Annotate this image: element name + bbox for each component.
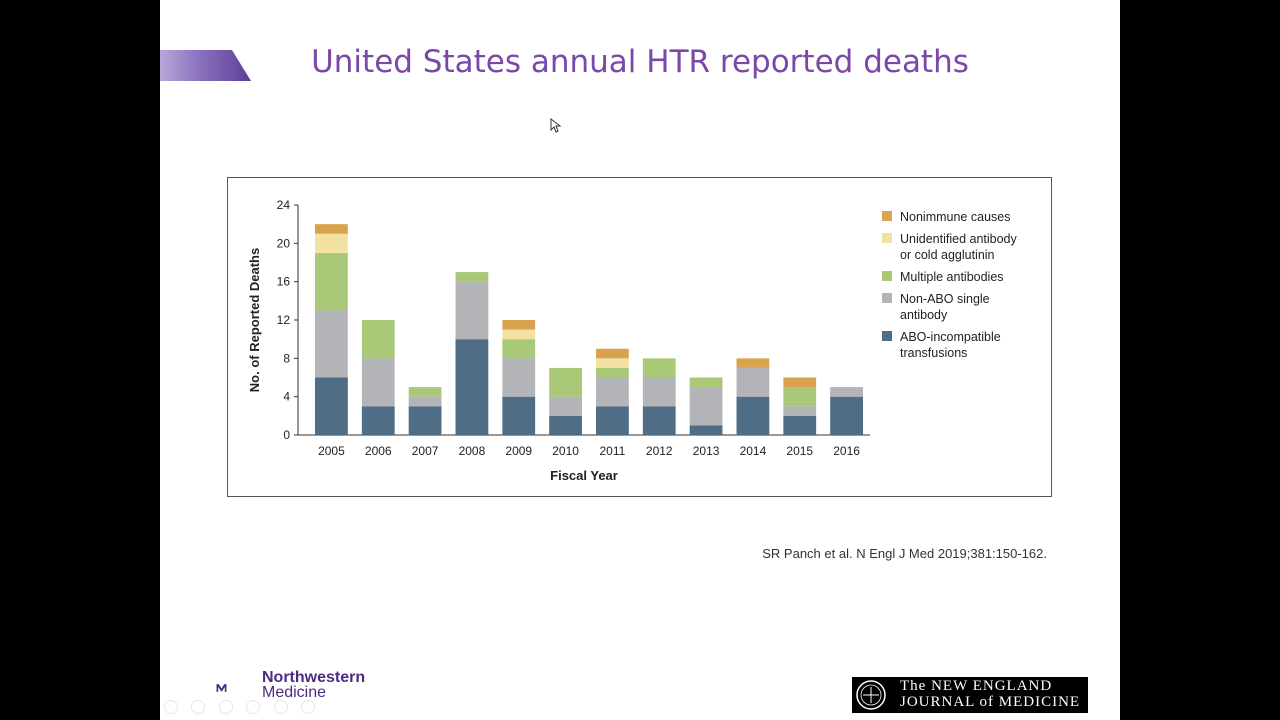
bar-segment <box>549 367 582 397</box>
bar-segment <box>315 310 348 378</box>
bar-segment <box>502 339 536 359</box>
bar-segment <box>830 387 863 397</box>
bar-segment <box>689 425 723 435</box>
bar-segment <box>642 358 676 378</box>
slide-toolbar <box>164 700 324 714</box>
legend-label: transfusions <box>900 346 967 360</box>
bar-segment <box>502 396 536 435</box>
legend-label: Unidentified antibody <box>900 232 1017 246</box>
bar-segment <box>596 358 629 368</box>
bar-segment <box>783 415 817 435</box>
northwestern-logo-line1: Northwestern <box>262 669 366 686</box>
bar-segment <box>783 406 817 416</box>
bar-segment <box>315 377 348 435</box>
zoom-icon[interactable] <box>273 700 288 714</box>
x-tick-label: 2016 <box>833 444 860 458</box>
legend-label: Non-ABO single <box>900 292 990 306</box>
bar-segment <box>783 377 817 388</box>
bar-segment <box>596 377 629 407</box>
bar-segment <box>830 396 863 435</box>
legend-label: Multiple antibodies <box>900 270 1004 284</box>
x-tick-label: 2014 <box>740 444 767 458</box>
northwestern-logo-line2: Medicine <box>262 684 327 701</box>
bar-segment <box>408 387 442 397</box>
legend-swatch <box>882 211 892 221</box>
bar-segment <box>549 396 582 416</box>
bar-segment <box>736 358 770 368</box>
x-tick-label: 2007 <box>412 444 439 458</box>
legend-label: or cold agglutinin <box>900 248 995 262</box>
bar-segment <box>642 406 676 435</box>
y-tick-label: 0 <box>283 428 290 442</box>
bar-segment <box>408 406 442 435</box>
x-tick-label: 2012 <box>646 444 673 458</box>
more-options-icon[interactable] <box>301 700 316 714</box>
x-tick-label: 2008 <box>459 444 486 458</box>
bar-segment <box>736 367 770 397</box>
next-slide-icon[interactable] <box>191 700 206 714</box>
x-tick-label: 2013 <box>693 444 720 458</box>
nejm-logo: The NEW ENGLAND JOURNAL of MEDICINE <box>852 677 1088 713</box>
legend-swatch <box>882 233 892 243</box>
x-tick-label: 2015 <box>786 444 813 458</box>
bar-segment <box>502 358 536 397</box>
bar-segment <box>455 339 489 435</box>
legend-swatch <box>882 331 892 341</box>
bar-segment <box>596 367 629 378</box>
bar-segment <box>502 320 536 330</box>
northwestern-medicine-logo: Northwestern Medicine <box>262 669 366 701</box>
bar-segment <box>315 224 348 234</box>
y-tick-label: 8 <box>283 351 290 365</box>
bar-segment <box>315 252 348 311</box>
y-tick-label: 24 <box>277 198 291 212</box>
x-tick-label: 2005 <box>318 444 345 458</box>
legend-swatch <box>882 271 892 281</box>
y-tick-label: 12 <box>277 313 291 327</box>
x-tick-label: 2006 <box>365 444 392 458</box>
x-axis-label: Fiscal Year <box>550 468 618 483</box>
bar-segment <box>455 272 489 282</box>
bar-segment <box>361 406 395 435</box>
bar-segment <box>315 233 348 253</box>
x-tick-label: 2011 <box>600 444 626 458</box>
pen-icon[interactable] <box>218 700 233 714</box>
x-tick-label: 2010 <box>552 444 579 458</box>
mouse-cursor-icon <box>550 118 562 133</box>
bar-segment <box>361 320 395 359</box>
bar-segment <box>689 377 723 388</box>
stacked-bar-chart: 0 4 8 12 16 20 24 2005 2006 2007 2008 2009 2010 2011 2… <box>247 198 1017 483</box>
legend-label: ABO-incompatible <box>900 330 1001 344</box>
bar-segment <box>361 358 395 407</box>
nejm-logo-line1: The NEW ENGLAND <box>900 678 1053 694</box>
slides-grid-icon[interactable] <box>246 700 261 714</box>
citation: SR Panch et al. N Engl J Med 2019;381:15… <box>762 546 1047 561</box>
nejm-logo-line2: JOURNAL of MEDICINE <box>900 694 1081 710</box>
bar-segment <box>783 387 817 407</box>
previous-slide-icon[interactable] <box>164 700 178 714</box>
bar-segment <box>596 348 629 359</box>
y-tick-label: 16 <box>277 275 291 289</box>
slide-title: United States annual HTR reported deaths <box>311 44 969 80</box>
y-tick-label: 20 <box>277 236 291 250</box>
chart-figure: 0 4 8 12 16 20 24 2005 2006 2007 2008 2009 2010 2011 2… <box>227 177 1052 497</box>
bar-segment <box>455 281 489 340</box>
x-tick-label: 2009 <box>505 444 532 458</box>
bar-segment <box>596 406 629 435</box>
legend-label: Nonimmune causes <box>900 210 1010 224</box>
nejm-seal-icon <box>856 680 886 710</box>
bar-segment <box>689 387 723 426</box>
slide: United States annual HTR reported deaths… <box>160 0 1120 720</box>
bar-segment <box>642 377 676 407</box>
bar-segment <box>502 329 536 340</box>
legend-swatch <box>882 293 892 303</box>
bar-segment <box>736 396 770 435</box>
legend-label: antibody <box>900 308 948 322</box>
bar-segment <box>549 415 582 435</box>
y-tick-label: 4 <box>283 390 290 404</box>
northwestern-logo-icon <box>216 684 227 692</box>
y-axis-label: No. of Reported Deaths <box>247 248 262 392</box>
bar-segment <box>408 396 442 407</box>
